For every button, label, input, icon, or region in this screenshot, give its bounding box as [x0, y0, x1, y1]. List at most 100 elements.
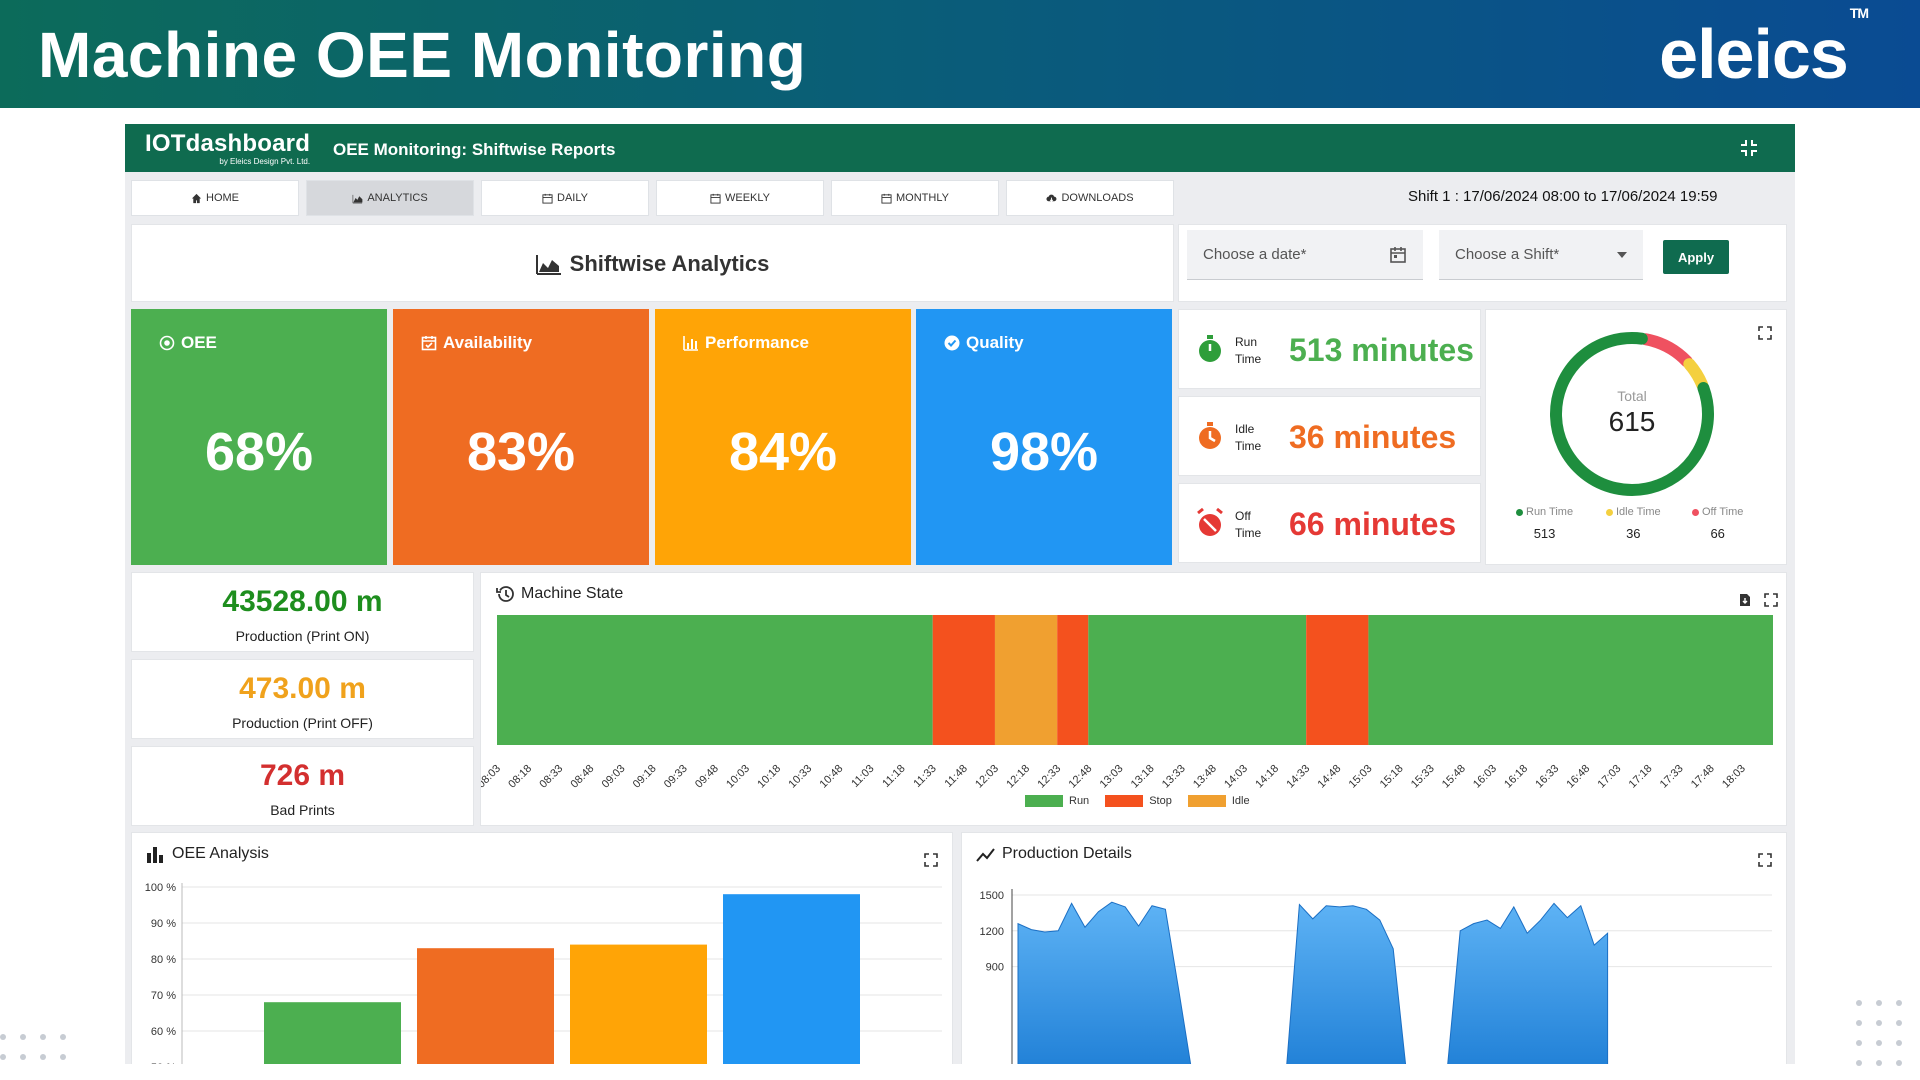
trademark: TM: [1849, 4, 1869, 21]
donut-segment: [1683, 358, 1709, 391]
time-label: Idle Time: [1235, 421, 1261, 455]
run-time-value: 513 minutes: [1289, 332, 1474, 368]
oee-analysis-panel: OEE Analysis 100 % 90 % 80 % 70 % 60 % 50 %: [131, 832, 953, 1064]
time-tick-label: 16:48: [1564, 763, 1592, 788]
area-chart-icon: [352, 194, 363, 203]
y-tick-label: 70 %: [151, 990, 176, 1002]
time-donut-chart: [1550, 332, 1714, 496]
production-label: Bad Prints: [270, 802, 335, 818]
production-print-on-card: 43528.00 m Production (Print ON): [131, 572, 474, 652]
time-tick-label: 17:18: [1627, 763, 1655, 788]
panel-title: Production Details: [976, 845, 1132, 863]
time-donut-card: Total 615 Run Time 513 Idle Time 36 Off …: [1485, 309, 1787, 565]
time-tick-label: 10:03: [724, 763, 752, 788]
time-tick-label: 12:48: [1066, 763, 1094, 788]
legend-off-time: Off Time 66: [1692, 506, 1743, 541]
tab-weekly[interactable]: WEEKLY: [656, 180, 824, 216]
panel-title: Machine State: [495, 585, 623, 603]
legend-label: Idle Time: [1616, 506, 1661, 518]
kpi-label-text: OEE: [181, 333, 217, 352]
bar-chart-icon: [683, 336, 698, 351]
calendar-icon[interactable]: [1389, 246, 1407, 264]
time-tick-label: 11:48: [943, 763, 970, 788]
legend-idle: Idle: [1187, 795, 1250, 808]
y-tick-label: 50 %: [151, 1062, 176, 1064]
tab-downloads[interactable]: DOWNLOADS: [1006, 180, 1174, 216]
section-title-text: Shiftwise Analytics: [569, 251, 770, 276]
eleics-logo: eleicsTM: [1659, 5, 1869, 94]
legend-label: Off Time: [1702, 506, 1744, 518]
kpi-oee: OEE 68%: [131, 309, 387, 565]
legend-value: 66: [1710, 526, 1725, 541]
collapse-icon[interactable]: [1739, 138, 1759, 158]
alarm-off-icon: [1197, 507, 1223, 536]
legend-stop: Stop: [1105, 795, 1172, 808]
apply-button[interactable]: Apply: [1663, 240, 1729, 274]
kpi-value: 83%: [466, 422, 576, 482]
tab-monthly[interactable]: MONTHLY: [831, 180, 999, 216]
shift-select[interactable]: Choose a Shift*: [1439, 230, 1643, 280]
legend-label: Idle: [1231, 795, 1250, 807]
expand-icon[interactable]: [1764, 593, 1778, 607]
history-icon: [496, 586, 514, 602]
expand-icon[interactable]: [1758, 853, 1772, 867]
tab-daily[interactable]: DAILY: [481, 180, 649, 216]
state-segment-run: [1088, 615, 1307, 745]
date-picker[interactable]: Choose a date*: [1187, 230, 1423, 280]
bar-quality: [723, 894, 860, 1064]
check-circle-icon: [944, 335, 960, 351]
legend-run-time: Run Time 513: [1516, 506, 1573, 541]
time-tick-label: 11:18: [880, 763, 907, 788]
time-tick-label: 08:48: [569, 763, 597, 788]
hourglass-timer-icon: [1199, 422, 1221, 449]
time-tick-label: 15:18: [1378, 763, 1406, 788]
time-tick-label: 12:03: [973, 763, 1001, 788]
time-tick-label: 09:33: [662, 763, 690, 788]
state-segment-stop: [1057, 615, 1089, 745]
donut-segment: [1639, 333, 1693, 368]
date-placeholder: Choose a date*: [1203, 246, 1307, 263]
tab-label: DOWNLOADS: [1061, 192, 1134, 204]
state-segment-run: [1368, 615, 1773, 745]
time-tick-label: 14:03: [1222, 763, 1250, 788]
state-segment-idle: [994, 615, 1058, 745]
shift-placeholder: Choose a Shift*: [1455, 246, 1560, 263]
production-value: 43528.00 m: [222, 585, 383, 618]
tab-home[interactable]: HOME: [131, 180, 299, 216]
section-header-card: Shiftwise Analytics: [131, 224, 1174, 302]
donut-total-label: Total: [1617, 388, 1647, 404]
time-tick-label: 10:48: [818, 763, 846, 788]
app-header: IOTdashboard by Eleics Design Pvt. Ltd. …: [125, 124, 1795, 172]
legend-dot: [1692, 508, 1699, 516]
legend-label: Stop: [1149, 795, 1172, 807]
iotdashboard-logo[interactable]: IOTdashboard by Eleics Design Pvt. Ltd.: [145, 132, 310, 167]
kpi-value: 68%: [204, 422, 314, 482]
kpi-value: 84%: [728, 422, 838, 482]
production-area-chart: 1500 1200 900: [980, 889, 1772, 1064]
expand-icon[interactable]: [924, 853, 938, 867]
donut-segment: [1550, 332, 1714, 496]
time-label-2: Time: [1235, 439, 1262, 453]
time-label: Off Time: [1235, 508, 1261, 542]
legend-label: Run: [1069, 795, 1090, 807]
time-tick-label: 15:48: [1440, 763, 1468, 788]
legend-label: Run Time: [1526, 506, 1574, 518]
tab-label: MONTHLY: [896, 192, 949, 204]
calendar-check-icon: [421, 336, 437, 351]
time-label: Run Time: [1235, 334, 1261, 368]
expand-icon[interactable]: [1758, 326, 1772, 340]
time-tick-label: 08:33: [537, 763, 565, 788]
tab-analytics[interactable]: ANALYTICS: [306, 180, 474, 216]
state-segment-stop: [1306, 615, 1369, 745]
legend-swatch: [1187, 795, 1226, 808]
tab-label: DAILY: [557, 192, 588, 204]
idle-time-value: 36 minutes: [1289, 419, 1457, 455]
production-details-panel: Production Details 1500 1200 900: [961, 832, 1787, 1064]
production-value: 473.00 m: [239, 672, 366, 705]
oee-bar-chart: 100 % 90 % 80 % 70 % 60 % 50 %: [145, 882, 942, 1064]
off-time-value: 66 minutes: [1289, 506, 1457, 542]
download-file-icon[interactable]: [1738, 593, 1752, 607]
state-segment-run: [497, 615, 933, 745]
time-tick-label: 14:33: [1284, 763, 1312, 788]
legend-run: Run: [1025, 795, 1090, 808]
